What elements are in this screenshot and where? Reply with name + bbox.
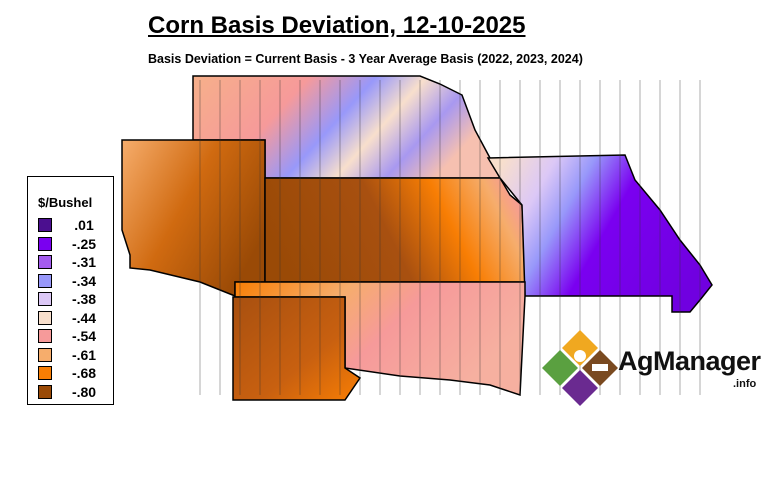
logo-text: AgManager [618,346,761,376]
legend-label: -.34 [71,272,97,289]
legend-label: -.25 [71,235,97,252]
legend-item: -.31 [38,254,100,270]
legend-label: -.68 [71,365,97,381]
legend-swatch [38,366,52,380]
legend-item: -.44 [38,310,100,326]
region-texas-panhandle [232,296,362,401]
legend-label: -.54 [71,328,97,344]
legend-item: -.61 [38,347,100,363]
legend-item: -.34 [38,273,100,289]
legend-item: -.68 [38,365,100,381]
legend-item: .01 [38,217,100,233]
map-title: Corn Basis Deviation, 12-10-2025 [148,12,526,39]
map-subtitle: Basis Deviation = Current Basis - 3 Year… [148,52,583,66]
legend-swatch [38,384,52,399]
legend-label: .01 [74,217,94,233]
legend-label: -.80 [71,383,97,400]
region-colorado [121,139,266,298]
legend-swatch [38,218,52,232]
legend-title: $/Bushel [38,195,93,210]
legend-label: -.38 [71,291,97,307]
legend-swatch [38,292,52,306]
region-kansas [264,177,526,283]
legend-swatch [38,329,52,343]
legend-swatch [38,236,52,251]
legend-swatch [38,347,52,362]
agmanager-logo [542,330,618,406]
legend-label: -.44 [71,309,97,326]
legend: $/Bushel .01 -.25 -.31 -.34 -.38 -.44 -.54 -.61… [27,176,114,405]
legend-label: -.31 [71,254,97,270]
legend-item: -.25 [38,236,100,252]
legend-label: -.61 [71,346,97,363]
logo-suffix: .info [733,378,757,390]
legend-item: -.38 [38,291,100,307]
legend-swatch [38,255,52,269]
legend-item: -.80 [38,384,100,400]
legend-item: -.54 [38,328,100,344]
legend-swatch [38,273,52,288]
legend-swatch [38,310,52,325]
